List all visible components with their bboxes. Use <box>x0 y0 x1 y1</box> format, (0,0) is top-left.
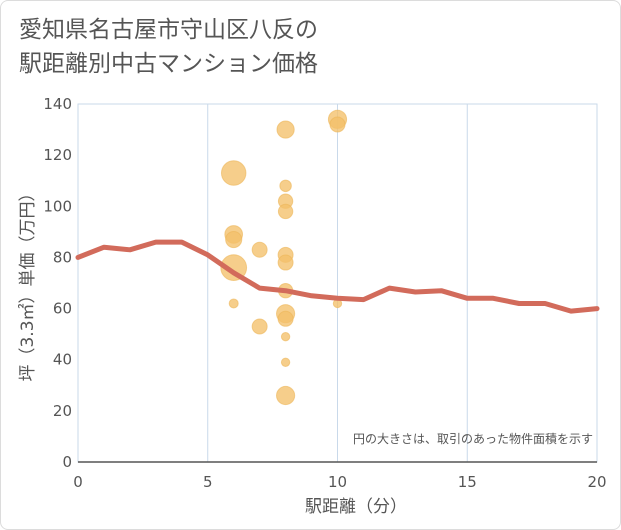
x-tick-labels: 0 5 10 15 20 <box>73 473 606 491</box>
data-bubble <box>277 203 294 220</box>
trend-line <box>75 239 600 314</box>
data-bubble <box>280 332 291 342</box>
y-tick-label: 80 <box>53 248 72 266</box>
data-bubble <box>276 385 296 406</box>
x-tick-label: 15 <box>458 473 477 491</box>
y-tick-label: 0 <box>62 453 72 471</box>
data-bubble <box>279 179 292 193</box>
size-note: 円の大きさは、取引のあった物件面積を示す <box>353 431 593 446</box>
data-bubble <box>276 120 295 139</box>
data-bubble <box>220 160 247 186</box>
data-bubble <box>225 230 243 249</box>
data-bubble <box>280 357 291 367</box>
data-bubble <box>251 318 268 335</box>
x-tick-label: 20 <box>587 473 606 491</box>
data-bubble <box>329 116 346 133</box>
y-tick-labels: 0 20 40 60 80 100 120 140 <box>43 95 72 471</box>
data-bubble <box>228 298 239 309</box>
y-axis-title: 坪（3.3㎡）単価（万円） <box>18 184 38 381</box>
y-tick-label: 100 <box>43 197 72 215</box>
x-tick-label: 5 <box>203 473 213 491</box>
x-tick-label: 10 <box>328 473 347 491</box>
y-tick-label: 40 <box>53 351 72 369</box>
chart-title: 愛知県名古屋市守山区八反の 駅距離別中古マンション価格 <box>19 17 318 77</box>
data-bubble <box>277 310 294 327</box>
y-tick-label: 120 <box>43 146 72 164</box>
x-tick-label: 0 <box>73 473 83 491</box>
data-bubble <box>277 254 294 271</box>
bubble-layer <box>220 109 348 406</box>
y-tick-label: 140 <box>43 95 72 113</box>
x-axis-title: 駅距離（分） <box>305 497 407 517</box>
y-tick-label: 20 <box>53 402 72 420</box>
y-tick-label: 60 <box>53 300 72 318</box>
grid-lines <box>77 103 598 463</box>
data-bubble <box>251 241 268 258</box>
